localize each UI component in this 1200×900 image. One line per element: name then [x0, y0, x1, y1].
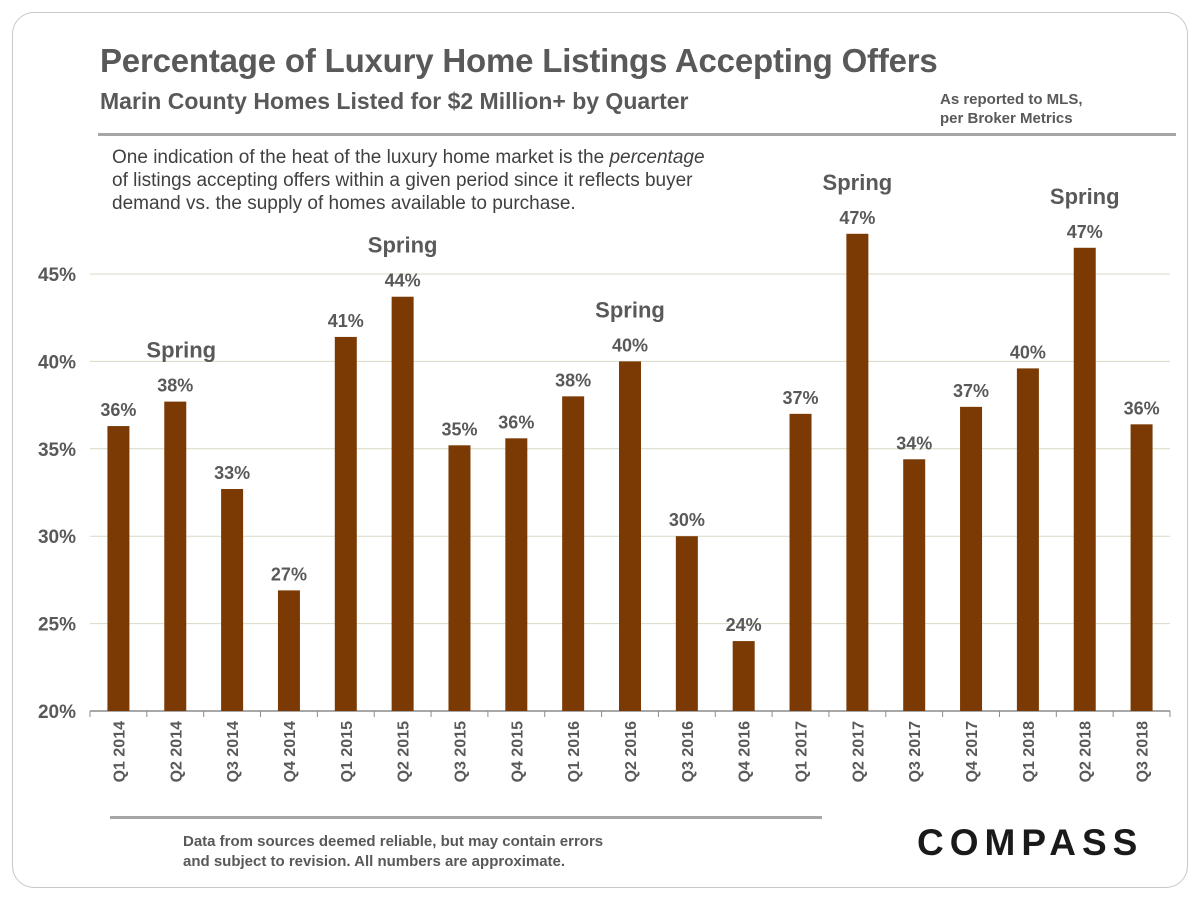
bar: [1016, 368, 1039, 711]
x-tick-label: Q2 2018: [1078, 721, 1095, 782]
data-label: 40%: [1010, 342, 1046, 362]
x-tick-label: Q3 2018: [1135, 721, 1152, 782]
description-line1: One indication of the heat of the luxury…: [112, 146, 772, 169]
spring-annotation: Spring: [146, 338, 216, 363]
x-tick-label: Q4 2015: [509, 721, 526, 782]
description-text: One indication of the heat of the luxury…: [112, 146, 772, 215]
bar: [846, 233, 869, 711]
x-tick-label: Q3 2014: [225, 721, 242, 782]
x-tick-label: Q3 2015: [452, 721, 469, 782]
bar: [277, 590, 300, 711]
x-tick-label: Q2 2016: [623, 721, 640, 782]
spring-annotation: Spring: [595, 297, 665, 322]
x-tick-label: Q4 2017: [964, 721, 981, 782]
bar: [619, 361, 641, 711]
y-tick-label: 25%: [38, 615, 76, 636]
bar: [675, 536, 698, 711]
bar: [505, 438, 528, 711]
y-tick-label: 30%: [38, 527, 76, 548]
bar: [562, 396, 585, 711]
bar: [789, 413, 812, 711]
x-tick-label: Q2 2015: [396, 721, 413, 782]
chart-title: Percentage of Luxury Home Listings Accep…: [100, 42, 938, 79]
data-label: 47%: [1067, 222, 1103, 242]
chart-subtitle: Marin County Homes Listed for $2 Million…: [100, 88, 689, 114]
data-label: 34%: [896, 433, 932, 453]
spring-annotation: Spring: [823, 170, 893, 195]
bar: [164, 401, 187, 711]
y-tick-label: 20%: [38, 702, 76, 723]
x-tick-label: Q1 2016: [566, 721, 583, 782]
x-tick-label: Q3 2016: [680, 721, 697, 782]
bar: [448, 445, 471, 711]
bar: [903, 459, 926, 711]
bar: [334, 336, 357, 711]
data-label: 37%: [953, 381, 989, 401]
disclaimer-line2: and subject to revision. All numbers are…: [183, 853, 566, 870]
data-label: 40%: [612, 335, 648, 355]
data-label: 30%: [669, 510, 705, 530]
data-label: 33%: [214, 463, 250, 483]
data-label: 44%: [385, 271, 421, 291]
description-line3: demand vs. the supply of homes available…: [112, 193, 576, 214]
data-label: 37%: [783, 388, 819, 408]
x-tick-label: Q1 2014: [111, 721, 128, 782]
disclaimer-line1: Data from sources deemed reliable, but m…: [183, 833, 604, 850]
y-tick-label: 45%: [38, 265, 76, 286]
data-label: 41%: [328, 311, 364, 331]
disclaimer: Data from sources deemed reliable, but m…: [183, 832, 603, 872]
description-line1-text: One indication of the heat of the luxury…: [112, 147, 610, 168]
x-tick-label: Q1 2018: [1021, 721, 1038, 782]
data-label: 27%: [271, 564, 307, 584]
data-label: 38%: [555, 370, 591, 390]
data-label: 36%: [100, 400, 136, 420]
header-divider: [98, 133, 1176, 136]
chart-card: [12, 12, 1188, 888]
bar: [221, 489, 244, 711]
spring-annotation: Spring: [1050, 184, 1120, 209]
data-label: 36%: [498, 412, 534, 432]
bar: [732, 641, 755, 711]
bar: [107, 426, 130, 711]
x-tick-label: Q4 2014: [282, 721, 299, 782]
data-label: 24%: [726, 615, 762, 635]
y-tick-label: 35%: [38, 440, 76, 461]
data-label: 35%: [441, 419, 477, 439]
bar: [1073, 247, 1096, 711]
x-tick-label: Q4 2016: [737, 721, 754, 782]
bar: [391, 296, 414, 711]
x-tick-label: Q1 2017: [794, 721, 811, 782]
data-label: 36%: [1124, 398, 1160, 418]
description-line2: of listings accepting offers within a gi…: [112, 170, 693, 191]
x-tick-label: Q1 2015: [339, 721, 356, 782]
bar: [1130, 424, 1153, 711]
source-note-line1: As reported to MLS,: [940, 91, 1083, 108]
bar: [960, 406, 983, 711]
description-emphasis: percentage: [609, 147, 705, 168]
y-tick-label: 40%: [38, 352, 76, 373]
source-note: As reported to MLS, per Broker Metrics: [940, 90, 1083, 128]
footer-divider: [110, 816, 822, 819]
data-label: 47%: [839, 208, 875, 228]
x-tick-label: Q2 2014: [168, 721, 185, 782]
compass-logo: COMPASS: [917, 822, 1144, 863]
x-tick-label: Q3 2017: [907, 721, 924, 782]
source-note-line2: per Broker Metrics: [940, 110, 1073, 127]
spring-annotation: Spring: [368, 233, 438, 258]
x-tick-label: Q2 2017: [850, 721, 867, 782]
data-label: 38%: [157, 376, 193, 396]
